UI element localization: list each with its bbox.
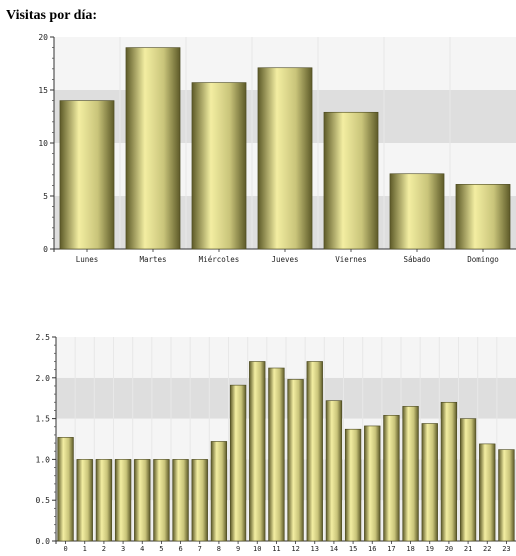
y-tick-label: 0 [43, 245, 48, 254]
x-tick-label: 12 [291, 545, 299, 553]
bar-hour-2 [95, 459, 113, 542]
y-tick-label: 1.5 [36, 415, 51, 424]
bar-hour-15 [344, 428, 362, 542]
bar-hour-3 [114, 459, 132, 542]
x-tick-label: 15 [349, 545, 357, 553]
bar-weekday-Miércoles [191, 82, 247, 250]
bar-hour-7 [191, 459, 208, 542]
y-tick-label: 0.5 [36, 496, 51, 505]
bar-hour-16 [364, 425, 381, 542]
bar-weekday-Sábado [389, 173, 445, 250]
x-tick-label: 22 [483, 545, 491, 553]
x-tick-label: 8 [217, 545, 221, 553]
bar-hour-19 [421, 423, 438, 542]
bar-weekday-Viernes [323, 111, 379, 250]
bar-hour-11 [268, 367, 285, 542]
x-tick-label: 10 [253, 545, 261, 553]
bar-hour-18 [402, 406, 419, 542]
chart-visits-by-hour: 0.00.51.01.52.02.50 1 2 3 4 5 6 7 8 9 10 11 12 13 14 15… [36, 333, 516, 553]
x-tick-label: 14 [330, 545, 338, 553]
x-tick-label: 5 [159, 545, 163, 553]
x-tick-label: 1 [83, 545, 87, 553]
x-tick-label: 17 [387, 545, 395, 553]
bar-hour-10 [249, 361, 266, 542]
bar-hour-5 [153, 459, 170, 542]
x-tick-label: 16 [368, 545, 376, 553]
bar-hour-13 [306, 361, 323, 542]
x-tick-label: Lunes [76, 255, 99, 264]
x-tick-label: 11 [272, 545, 280, 553]
bar-hour-12 [287, 379, 304, 542]
x-tick-label: 9 [236, 545, 240, 553]
y-tick-label: 2.0 [36, 374, 51, 383]
chart-visits-by-weekday: 0 5 10 15 20 Lunes Martes Miércoles Jueves Vierne… [38, 33, 516, 264]
bar-hour-0 [57, 437, 74, 542]
x-tick-label: 19 [426, 545, 434, 553]
bar-hour-8 [210, 441, 228, 542]
bar-hour-22 [479, 443, 496, 542]
y-tick-label: 0.0 [36, 537, 51, 546]
bar-weekday-Martes [125, 47, 181, 250]
y-tick-label: 20 [38, 33, 48, 42]
y-tick-label: 5 [43, 192, 48, 201]
x-tick-label: 23 [502, 545, 510, 553]
x-tick-label: Jueves [271, 255, 298, 264]
bar-weekday-Lunes [59, 100, 115, 250]
bar-hour-9 [229, 384, 247, 542]
bar-hour-17 [383, 415, 400, 542]
bar-hour-20 [440, 401, 458, 542]
x-tick-label: 6 [178, 545, 182, 553]
x-tick-label: Miércoles [199, 255, 240, 264]
bar-hour-1 [76, 459, 93, 542]
x-tick-label: 18 [406, 545, 414, 553]
y-tick-label: 10 [38, 139, 48, 148]
bar-hour-14 [325, 400, 343, 542]
bar-hour-23 [498, 449, 515, 542]
bar-hour-4 [134, 459, 151, 542]
x-tick-label: 3 [121, 545, 125, 553]
x-tick-label: 2 [102, 545, 106, 553]
x-tick-label: 0 [63, 545, 67, 553]
x-tick-label: 13 [311, 545, 319, 553]
x-tick-label: Martes [139, 255, 166, 264]
bar-hour-6 [172, 459, 189, 542]
bar-hour-21 [459, 418, 477, 542]
y-tick-label: 15 [38, 86, 48, 95]
x-tick-label: Viernes [335, 255, 367, 264]
x-tick-label: Domingo [467, 255, 499, 264]
x-tick-label: Sábado [403, 255, 431, 264]
x-tick-label: 7 [198, 545, 202, 553]
bar-weekday-Domingo [455, 184, 511, 250]
x-tick-label: 21 [464, 545, 472, 553]
page-heading: Visitas por día: [6, 8, 98, 23]
bar-weekday-Jueves [257, 67, 313, 250]
y-tick-label: 1.0 [36, 455, 51, 464]
x-tick-label: 4 [140, 545, 144, 553]
x-tick-label: 20 [445, 545, 453, 553]
y-tick-label: 2.5 [36, 333, 51, 342]
